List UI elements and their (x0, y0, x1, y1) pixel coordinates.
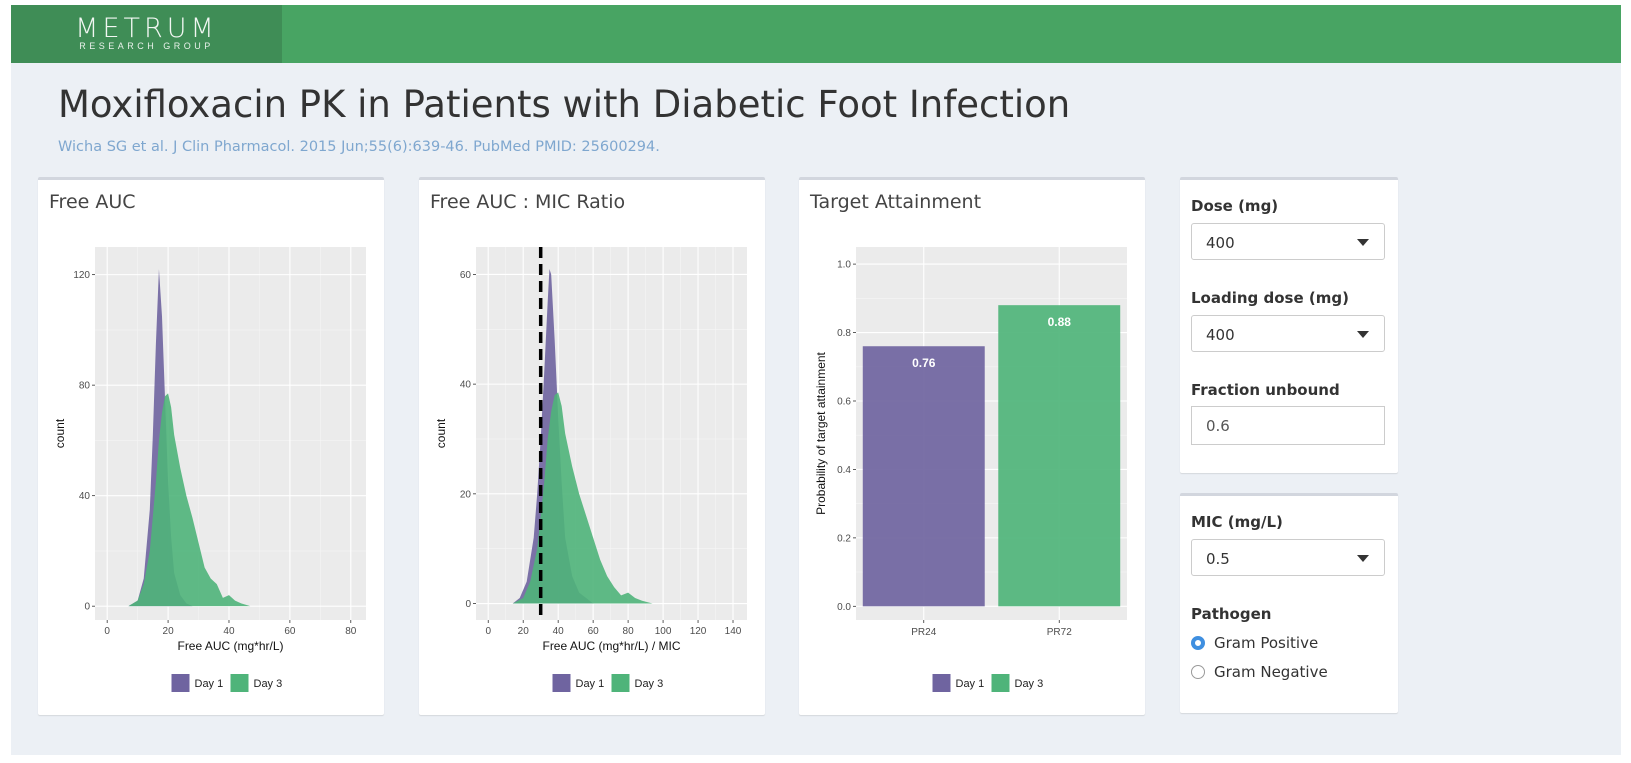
chevron-down-icon (1357, 555, 1369, 562)
target-attainment-chart: 0.0 0.2 0.4 0.6 0.8 1.0 PR24 PR72 0.76 0.88 Probab… (814, 247, 1127, 692)
mic-select[interactable]: 0.5 (1191, 539, 1385, 576)
bar-pr72 (998, 305, 1121, 607)
y-tick-label: 40 (79, 491, 91, 502)
density-area-day-3 (128, 393, 251, 607)
x-tick-label: 20 (163, 626, 175, 637)
legend-swatch-day-3 (611, 674, 630, 692)
panel-title-free-auc: Free AUC (49, 191, 136, 213)
bar-data-label-pr24: 0.76 (912, 356, 936, 370)
x-axis-label: Free AUC (mg*hr/L) (177, 639, 283, 653)
y-axis-label: count (434, 418, 448, 448)
panel-title-ratio: Free AUC : MIC Ratio (430, 191, 626, 213)
x-tick-label: 40 (553, 626, 565, 637)
target-attainment-panel: Target Attainment 0.0 0.2 0.4 0.6 0.8 1.0 PR24… (799, 177, 1145, 715)
plot-panel (476, 247, 747, 620)
logo-text: METRUM (75, 13, 218, 44)
x-tick-label: 20 (518, 626, 530, 637)
mic-label: MIC (mg/L) (1191, 513, 1283, 531)
y-tick-label: 0.6 (837, 396, 851, 407)
legend-swatch-day-1 (932, 674, 951, 692)
x-tick-label: 60 (284, 626, 296, 637)
app-window: METRUM RESEARCH GROUP Moxifloxacin PK in… (11, 5, 1621, 755)
legend-label-day-1: Day 1 (956, 678, 985, 690)
legend-label-day-1: Day 1 (576, 678, 605, 690)
free-auc-panel: Free AUC 0 20 40 60 80 0 40 80 120 Free AUC (mg*h… (38, 177, 384, 715)
loading-dose-select[interactable]: 400 (1191, 315, 1385, 352)
fraction-unbound-input[interactable] (1191, 406, 1385, 445)
mic-value: 0.5 (1206, 550, 1230, 568)
fraction-unbound-label: Fraction unbound (1191, 381, 1340, 399)
x-tick-label: 0 (485, 626, 491, 637)
legend-label-day-1: Day 1 (195, 678, 224, 690)
legend-swatch-day-3 (230, 674, 249, 692)
legend: Day 1 Day 3 (932, 674, 1044, 692)
radio-label-gram-positive: Gram Positive (1214, 634, 1319, 652)
radio-label-gram-negative: Gram Negative (1214, 663, 1328, 681)
x-tick-label: 100 (655, 626, 672, 637)
radio-button[interactable] (1191, 636, 1205, 650)
legend-swatch-day-1 (552, 674, 571, 692)
loading-dose-label: Loading dose (mg) (1191, 289, 1349, 307)
y-tick-label: 0.8 (837, 328, 851, 339)
x-tick-label: 80 (345, 626, 357, 637)
free-auc-chart: 0 20 40 60 80 0 40 80 120 Free AUC (mg*hr/L) count… (53, 247, 366, 692)
y-tick-label: 0.4 (837, 465, 851, 476)
y-tick-label: 0 (84, 602, 90, 613)
chevron-down-icon (1357, 331, 1369, 338)
x-tick-label: 140 (725, 626, 742, 637)
y-tick-label: 120 (73, 270, 90, 281)
page-title: Moxifloxacin PK in Patients with Diabeti… (58, 83, 1071, 126)
legend-label-day-3: Day 3 (1015, 678, 1044, 690)
panel-title-target: Target Attainment (810, 191, 982, 213)
loading-dose-value: 400 (1206, 326, 1235, 344)
legend-label-day-3: Day 3 (635, 678, 664, 690)
x-tick-label: 120 (690, 626, 707, 637)
x-tick-label: 80 (623, 626, 635, 637)
legend-swatch-day-1 (171, 674, 190, 692)
x-tick-label-pr72: PR72 (1047, 627, 1072, 638)
pathogen-controls-panel: MIC (mg/L) 0.5 Pathogen Gram Positive Gr… (1180, 493, 1398, 713)
top-navbar: METRUM RESEARCH GROUP (11, 5, 1621, 63)
bar-pr24 (862, 346, 985, 607)
y-axis-label: count (53, 418, 67, 448)
x-tick-label: 60 (588, 626, 600, 637)
y-tick-label: 80 (79, 381, 91, 392)
legend-swatch-day-3 (991, 674, 1010, 692)
citation-text: Wicha SG et al. J Clin Pharmacol. 2015 J… (58, 139, 660, 155)
y-axis-label: Probability of target attainment (814, 351, 828, 514)
chevron-down-icon (1357, 239, 1369, 246)
y-tick-label: 20 (460, 489, 472, 500)
legend: Day 1 Day 3 (552, 674, 664, 692)
y-tick-label: 40 (460, 380, 472, 391)
dose-label: Dose (mg) (1191, 197, 1279, 215)
y-tick-label: 0.2 (837, 533, 851, 544)
density-area-day-3 (512, 392, 653, 604)
x-tick-label: 0 (104, 626, 110, 637)
auc-mic-ratio-panel: Free AUC : MIC Ratio 0 20 40 60 80 100 120 140 0… (419, 177, 765, 715)
bar-data-label-pr72: 0.88 (1048, 315, 1072, 329)
y-tick-label: 1.0 (837, 260, 851, 271)
dose-value: 400 (1206, 234, 1235, 252)
dose-select[interactable]: 400 (1191, 223, 1385, 260)
radio-button[interactable] (1191, 665, 1205, 679)
legend: Day 1 Day 3 (171, 674, 283, 692)
y-tick-label: 0.0 (837, 602, 851, 613)
auc-mic-ratio-chart: 0 20 40 60 80 100 120 140 0 20 40 60 Free AUC (mg*hr… (434, 247, 747, 692)
legend-label-day-3: Day 3 (254, 678, 283, 690)
y-tick-label: 60 (460, 270, 472, 281)
pathogen-label: Pathogen (1191, 605, 1272, 623)
logo-subtext: RESEARCH GROUP (79, 41, 214, 51)
plot-panel (95, 247, 366, 620)
dosing-controls-panel: Dose (mg) 400 Loading dose (mg) 400 Frac… (1180, 177, 1398, 473)
x-tick-label: 40 (223, 626, 235, 637)
y-tick-label: 0 (465, 599, 471, 610)
x-axis-label: Free AUC (mg*hr/L) / MIC (542, 639, 680, 653)
x-tick-label-pr24: PR24 (911, 627, 936, 638)
brand-logo[interactable]: METRUM RESEARCH GROUP (11, 5, 282, 63)
